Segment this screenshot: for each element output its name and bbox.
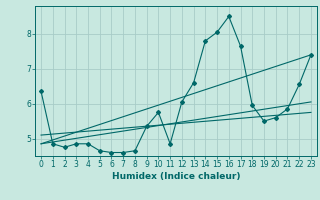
X-axis label: Humidex (Indice chaleur): Humidex (Indice chaleur)	[112, 172, 240, 181]
